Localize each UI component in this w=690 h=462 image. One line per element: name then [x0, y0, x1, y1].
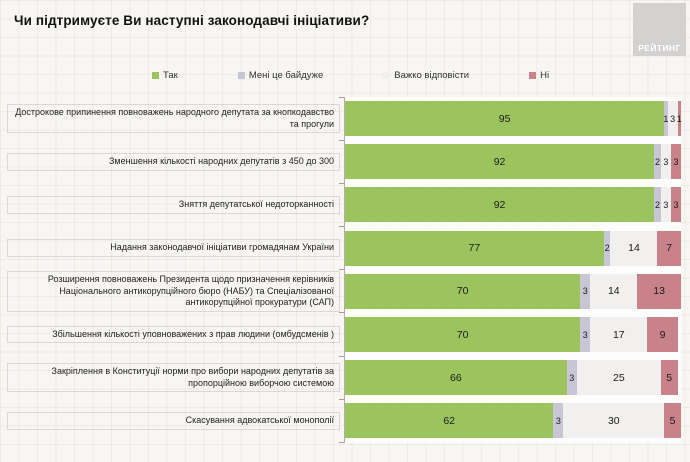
bar-row: 70 3 14 13 [339, 269, 681, 313]
legend-item-1: Мені це байдуже [237, 70, 324, 81]
bar-segment-3: 3 [670, 144, 681, 180]
legend-label: Важко відповісти [394, 70, 470, 81]
legend-item-3: Ні [529, 70, 549, 81]
category-label: Розширення повноважень Президента щодо п… [7, 271, 340, 312]
category-label: Надання законодавчої ініціативи громадян… [7, 239, 340, 257]
bar-segment-2: 17 [590, 317, 648, 353]
category-row: Дострокове припинення повноважень народн… [7, 97, 344, 140]
bar-segment-3: 7 [657, 230, 681, 266]
bar-row: 77 2 14 7 [339, 226, 681, 270]
legend-label: Ні [540, 70, 550, 81]
bar-segment-0: 92 [345, 187, 655, 223]
legend-swatch-icon [237, 72, 245, 79]
stacked-bar: 70 3 17 9 [345, 317, 681, 353]
bar-segment-2: 3 [667, 101, 678, 137]
bar-row: 95 1 3 1 [345, 97, 682, 140]
bar-segment-0: 77 [345, 230, 604, 266]
stacked-bar-chart: Дострокове припинення повноважень народн… [7, 97, 682, 443]
bar-segment-1: 2 [654, 144, 661, 180]
bar-segment-0: 95 [345, 101, 665, 137]
stacked-bar: 92 2 3 3 [345, 187, 681, 223]
bar-segment-3: 5 [664, 403, 681, 439]
bar-segment-2: 14 [590, 273, 638, 309]
bar-segment-2: 3 [660, 187, 671, 223]
category-label: Зменшення кількості народних депутатів з… [7, 153, 340, 171]
bar-segment-3: 3 [670, 187, 681, 223]
bar-segment-1: 2 [654, 187, 661, 223]
bar-row: 66 3 25 5 [339, 355, 681, 399]
bar-row: 92 2 3 3 [339, 182, 681, 226]
bar-segment-0: 92 [345, 144, 655, 180]
bar-segment-3: 1 [677, 101, 682, 137]
stacked-bar: 77 2 14 7 [345, 230, 681, 266]
bar-segment-1: 2 [603, 230, 611, 266]
category-row: Розширення повноважень Президента щодо п… [7, 270, 344, 313]
category-label: Закріплення в Конституції норми про вибо… [7, 363, 340, 393]
bar-segment-3: 9 [647, 317, 678, 353]
category-row: Зменшення кількості народних депутатів з… [7, 140, 344, 183]
category-labels-column: Дострокове припинення повноважень народн… [7, 97, 344, 443]
bar-segment-3: 5 [660, 360, 678, 396]
plot-area: 95 1 3 1 92 2 3 3 92 2 3 3 77 2 14 7 70 3 14 13 70 3 17 9 66 3 25 5… [339, 97, 682, 443]
bar-segment-0: 70 [345, 273, 581, 309]
legend-swatch-icon [152, 72, 159, 79]
stacked-bar: 92 2 3 3 [345, 144, 681, 180]
bar-segment-3: 13 [637, 273, 681, 309]
chart-title: Чи підтримуєте Ви наступні законодавчі і… [14, 13, 370, 28]
bar-segment-0: 66 [345, 360, 567, 396]
legend-swatch-icon [529, 72, 537, 79]
category-label: Зняття депутатської недоторканності [7, 196, 340, 214]
legend-swatch-icon [383, 72, 391, 79]
bar-segment-2: 25 [576, 360, 661, 396]
bar-segment-2: 14 [610, 230, 658, 266]
stacked-bar: 70 3 14 13 [345, 273, 681, 309]
bar-segment-1: 3 [553, 403, 564, 439]
bar-segment-2: 30 [563, 403, 665, 439]
category-row: Закріплення в Конституції норми про вибо… [7, 356, 344, 399]
category-row: Збільшення кількості уповноважених з пра… [7, 313, 344, 356]
category-label: Скасування адвокатської монополії [7, 412, 340, 430]
bar-segment-1: 3 [566, 360, 577, 396]
legend-item-2: Важко відповісти [383, 70, 469, 81]
bar-row: 92 2 3 3 [339, 139, 681, 183]
legend-label: Так [163, 70, 178, 81]
bar-segment-1: 3 [580, 273, 591, 309]
category-label: Дострокове припинення повноважень народн… [7, 104, 340, 134]
category-row: Скасування адвокатської монополії [7, 399, 344, 442]
bar-segment-0: 62 [345, 403, 554, 439]
bar-row: 70 3 17 9 [339, 312, 681, 356]
bar-segment-0: 70 [345, 317, 581, 353]
stacked-bar: 95 1 3 1 [345, 101, 682, 137]
stacked-bar: 62 3 30 5 [345, 403, 681, 439]
stacked-bar: 66 3 25 5 [345, 360, 681, 396]
bar-row: 62 3 30 5 [339, 398, 681, 442]
legend-item-0: Так [152, 70, 178, 81]
category-label: Збільшення кількості уповноважених з пра… [7, 325, 340, 344]
legend: Так Мені це байдуже Важко відповісти Ні [152, 70, 549, 81]
rating-logo: РЕЙТИНГ [633, 3, 686, 56]
rating-logo-text: РЕЙТИНГ [638, 43, 681, 53]
bar-segment-1: 3 [580, 317, 591, 353]
category-row: Зняття депутатської недоторканності [7, 183, 344, 226]
bar-segment-1: 1 [663, 101, 668, 137]
category-row: Надання законодавчої ініціативи громадян… [7, 227, 344, 270]
legend-label: Мені це байдуже [248, 70, 324, 81]
bar-segment-2: 3 [660, 144, 671, 180]
